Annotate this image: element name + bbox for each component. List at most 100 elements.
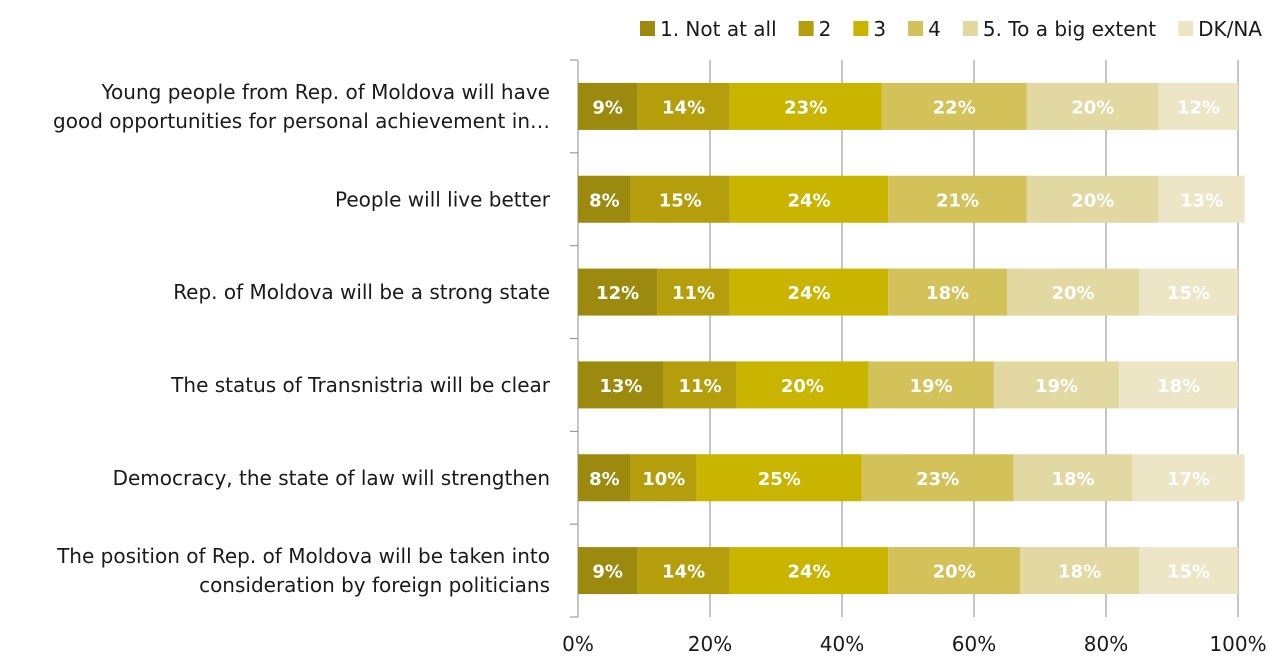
- category-label: Young people from Rep. of Moldova will h…: [101, 80, 551, 104]
- data-label: 20%: [781, 376, 824, 397]
- x-tick-label: 80%: [1084, 632, 1128, 656]
- data-label: 20%: [1071, 190, 1114, 211]
- legend-label: DK/NA: [1198, 17, 1262, 41]
- data-label: 15%: [1167, 283, 1210, 304]
- legend-label: 3: [873, 17, 886, 41]
- legend-label: 1. Not at all: [660, 17, 777, 41]
- category-label: Democracy, the state of law will strengt…: [113, 466, 550, 490]
- data-label: 18%: [1058, 562, 1101, 583]
- bar-segment: [993, 361, 1120, 409]
- x-axis-ticks: 0% 20% 40% 60% 80% 100%: [562, 632, 1266, 656]
- bars: 9% 14% 23% 22% 20% 12% 8% 15% 24% 21% 20% 13% 12% 11%…: [578, 82, 1245, 595]
- data-label: 18%: [1051, 469, 1094, 490]
- bar-segment: [578, 82, 638, 130]
- category-label: consideration by foreign politicians: [199, 573, 550, 597]
- data-label: 15%: [659, 190, 702, 211]
- data-label: 9%: [592, 562, 623, 583]
- bar-segment: [578, 547, 638, 595]
- bar-segment: [1026, 175, 1159, 223]
- bar-segment: [1020, 547, 1139, 595]
- data-label: 20%: [933, 562, 976, 583]
- legend-label: 5. To a big extent: [983, 17, 1156, 41]
- bar-segment: [888, 268, 1007, 316]
- data-label: 9%: [592, 97, 623, 118]
- legend-swatch: [1178, 21, 1194, 36]
- data-label: 8%: [589, 469, 620, 490]
- bar-segment: [729, 175, 889, 223]
- bar-segment: [1013, 454, 1133, 502]
- data-label: 23%: [784, 97, 827, 118]
- category-label: The status of Transnistria will be clear: [170, 373, 551, 397]
- data-label: 12%: [596, 283, 639, 304]
- data-label: 23%: [916, 469, 959, 490]
- legend-label: 4: [928, 17, 941, 41]
- data-label: 10%: [642, 469, 685, 490]
- bar-segment: [657, 268, 730, 316]
- data-label: 11%: [679, 376, 722, 397]
- data-label: 24%: [787, 562, 830, 583]
- x-tick-label: 40%: [820, 632, 864, 656]
- data-label: 19%: [910, 376, 953, 397]
- data-label: 13%: [1180, 190, 1223, 211]
- data-label: 19%: [1035, 376, 1078, 397]
- bar-segment: [1007, 268, 1139, 316]
- data-label: 20%: [1071, 97, 1114, 118]
- legend-swatch: [798, 21, 814, 36]
- legend-swatch: [908, 21, 924, 36]
- category-label: Rep. of Moldova will be a strong state: [173, 280, 550, 304]
- bar-segment: [578, 268, 658, 316]
- bar-segment: [888, 175, 1027, 223]
- data-label: 25%: [758, 469, 801, 490]
- data-label: 21%: [936, 190, 979, 211]
- data-label: 8%: [589, 190, 620, 211]
- bar-segment: [696, 454, 862, 502]
- data-label: 12%: [1177, 97, 1220, 118]
- legend-swatch: [962, 21, 978, 36]
- bar-segment: [888, 547, 1021, 595]
- data-label: 18%: [926, 283, 969, 304]
- bar-segment: [736, 361, 869, 409]
- data-label: 11%: [672, 283, 715, 304]
- legend: 1. Not at all 2 3 4 5. To a big extent DK/NA: [639, 17, 1262, 41]
- category-label: good opportunities for personal achievem…: [53, 109, 550, 133]
- x-tick-label: 100%: [1209, 632, 1266, 656]
- bar-segment: [637, 547, 730, 595]
- x-tick-label: 60%: [952, 632, 996, 656]
- x-tick-label: 20%: [688, 632, 732, 656]
- x-tick-label: 0%: [562, 632, 594, 656]
- data-label: 24%: [787, 190, 830, 211]
- bar-segment: [729, 547, 889, 595]
- bar-segment: [630, 175, 730, 223]
- bar-segment: [861, 454, 1014, 502]
- bar-segment: [1158, 82, 1238, 130]
- bar-segment: [1026, 82, 1159, 130]
- data-label: 20%: [1051, 283, 1094, 304]
- legend-swatch: [639, 21, 655, 36]
- bar-segment: [729, 82, 882, 130]
- category-label: People will live better: [335, 187, 551, 211]
- data-label: 14%: [662, 562, 705, 583]
- bar-segment: [1119, 361, 1238, 409]
- bar-segment: [1139, 547, 1238, 595]
- gridlines: [570, 59, 1239, 618]
- data-label: 14%: [662, 97, 705, 118]
- bar-segment: [1158, 175, 1245, 223]
- bar-segment: [868, 361, 994, 409]
- bar-segment: [1139, 268, 1238, 316]
- bar-segment: [881, 82, 1027, 130]
- data-label: 17%: [1167, 469, 1210, 490]
- data-label: 22%: [933, 97, 976, 118]
- legend-label: 2: [819, 17, 832, 41]
- bar-segment: [729, 268, 889, 316]
- data-label: 15%: [1167, 562, 1210, 583]
- data-label: 24%: [787, 283, 830, 304]
- bar-segment: [578, 175, 631, 223]
- bar-segment: [578, 454, 631, 502]
- bar-segment: [630, 454, 697, 502]
- category-label: The position of Rep. of Moldova will be …: [56, 544, 550, 568]
- bar-segment: [1132, 454, 1245, 502]
- legend-swatch: [853, 21, 869, 36]
- data-label: 18%: [1157, 376, 1200, 397]
- bar-segment: [578, 361, 664, 409]
